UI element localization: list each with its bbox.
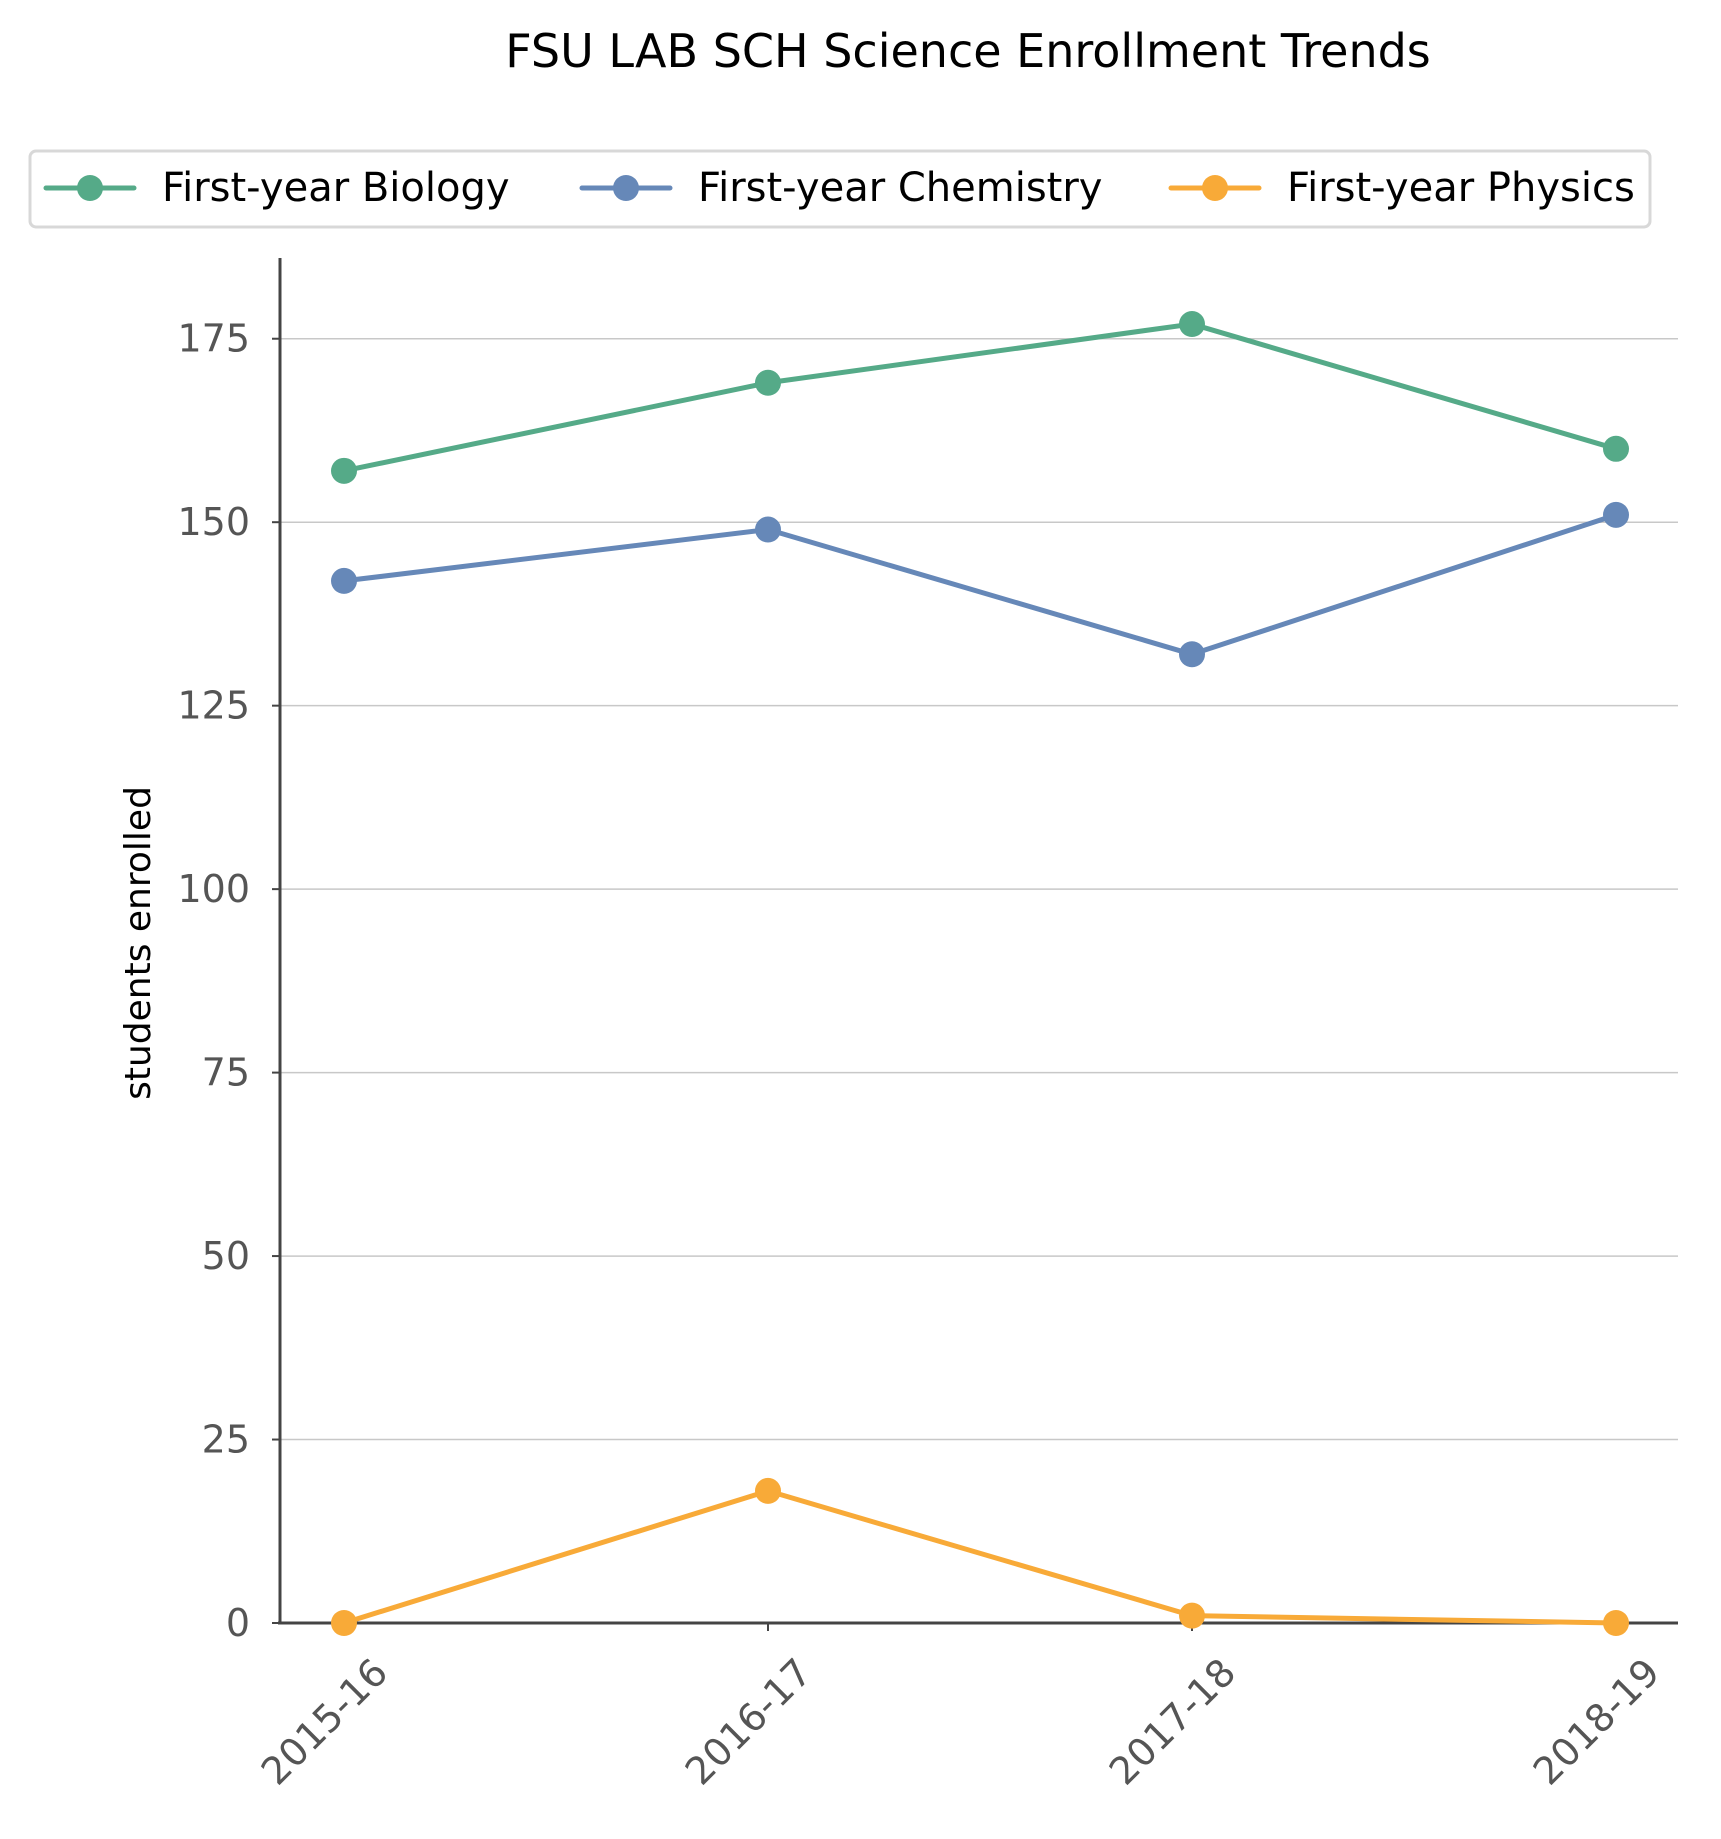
data-point xyxy=(331,1610,357,1636)
x-axis-ticks: 2015-16 2016-17 2017-18 2018-19 xyxy=(253,1623,1668,1793)
legend-box xyxy=(28,149,1652,229)
data-point xyxy=(1603,501,1629,528)
legend-items: First-year Biology First-year Chemistry Fi… xyxy=(43,165,1635,211)
y-tick-label: 150 xyxy=(177,500,250,544)
series-group xyxy=(331,311,1629,484)
legend-swatch-marker xyxy=(77,175,103,201)
series-group xyxy=(331,1477,1629,1636)
y-tick-label: 100 xyxy=(177,867,250,911)
y-axis-label: students enrolled xyxy=(118,786,159,1100)
y-tick-label: 75 xyxy=(202,1051,250,1095)
y-tick-label: 0 xyxy=(226,1601,250,1645)
legend-label: First-year Chemistry xyxy=(698,165,1102,211)
data-point xyxy=(1603,435,1629,462)
y-axis-ticks: 0 25 50 75 100 125 150 175 xyxy=(177,317,280,1645)
series-line xyxy=(341,321,1619,474)
chart-title: FSU LAB SCH Science Enrollment Trends xyxy=(505,24,1431,78)
y-tick-label: 25 xyxy=(202,1418,250,1462)
data-point xyxy=(331,457,357,484)
data-point xyxy=(331,567,357,594)
legend-swatch-marker xyxy=(1202,175,1228,201)
y-tick-label: 175 xyxy=(177,317,250,361)
y-tick-label: 50 xyxy=(202,1234,250,1278)
legend-swatch-marker xyxy=(613,175,639,201)
legend-label: First-year Biology xyxy=(162,165,510,211)
y-tick-label: 125 xyxy=(177,684,250,728)
x-tick-label: 2015-16 xyxy=(253,1650,396,1793)
x-tick-label: 2018-19 xyxy=(1525,1650,1668,1793)
data-point xyxy=(755,516,781,543)
data-point xyxy=(1603,1610,1629,1636)
series-line xyxy=(341,512,1619,657)
series-line xyxy=(341,1488,1619,1626)
x-tick-label: 2016-17 xyxy=(677,1650,820,1793)
data-point xyxy=(1179,1602,1205,1629)
x-tick-label: 2017-18 xyxy=(1101,1650,1244,1793)
series-layer xyxy=(331,311,1629,1636)
gridlines xyxy=(280,337,1678,1441)
data-point xyxy=(1179,311,1205,338)
data-point xyxy=(755,369,781,396)
legend-label: First-year Physics xyxy=(1287,165,1635,211)
series-group xyxy=(331,501,1629,668)
data-point xyxy=(1179,641,1205,668)
data-point xyxy=(755,1477,781,1504)
legend: First-year Biology First-year Chemistry Fi… xyxy=(28,149,1652,229)
